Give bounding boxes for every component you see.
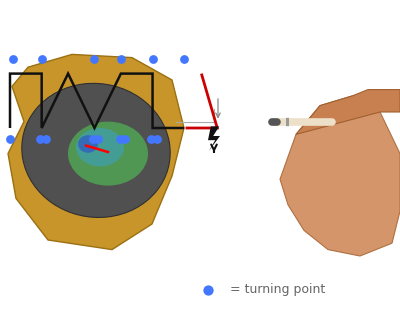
Polygon shape [8, 54, 184, 250]
Point [95, 137, 102, 142]
Point [122, 137, 128, 142]
Point [10, 57, 16, 62]
Polygon shape [280, 96, 400, 256]
Polygon shape [208, 126, 220, 151]
Point [149, 57, 156, 62]
Point [116, 137, 123, 142]
Point [37, 137, 44, 142]
Point [7, 137, 13, 142]
Point [153, 137, 160, 142]
Point [148, 137, 154, 142]
Ellipse shape [22, 83, 170, 218]
Point [181, 57, 188, 62]
Point [91, 57, 98, 62]
Point [118, 57, 124, 62]
Text: = turning point: = turning point [230, 283, 325, 296]
Point [42, 137, 49, 142]
Ellipse shape [68, 122, 148, 186]
Point [90, 137, 96, 142]
Polygon shape [296, 90, 400, 134]
Point [205, 287, 211, 292]
Ellipse shape [78, 135, 98, 153]
Ellipse shape [76, 128, 124, 166]
Point [38, 57, 45, 62]
